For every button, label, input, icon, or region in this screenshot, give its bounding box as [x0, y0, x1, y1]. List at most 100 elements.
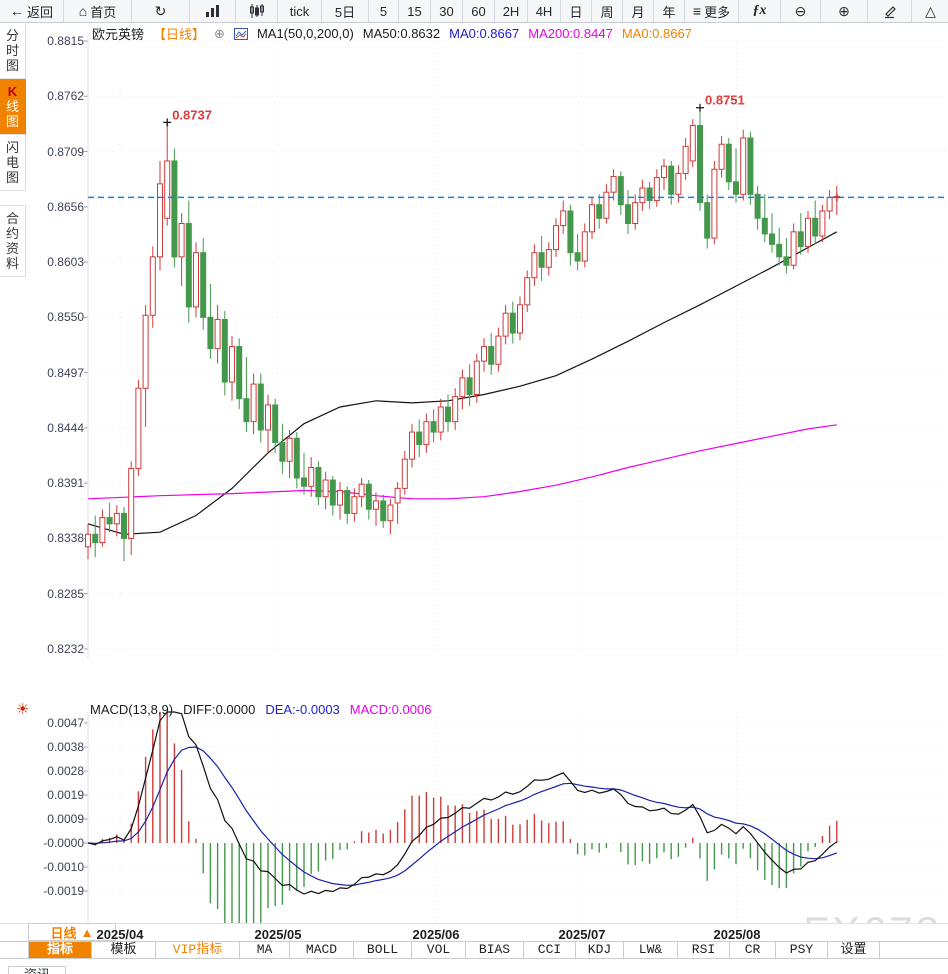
sidebar-item-闪电图[interactable]: 闪 电 图: [0, 135, 26, 191]
toolbar-btn-label: 60: [471, 3, 486, 19]
fx-icon: ƒx: [752, 3, 767, 18]
toolbar-btn-tick[interactable]: tick: [278, 0, 322, 22]
toolbar-btn-2H[interactable]: 2H: [495, 0, 528, 22]
tab-CR[interactable]: CR: [730, 942, 776, 958]
toolbar-btn-label: 首页: [90, 4, 117, 20]
svg-text:0.8737: 0.8737: [172, 107, 212, 122]
tab-KDJ[interactable]: KDJ: [576, 942, 624, 958]
price-axis-label: 0.8444: [47, 420, 84, 435]
refresh-icon: ↻: [154, 3, 167, 19]
toolbar-btn-5日[interactable]: 5日: [322, 0, 369, 22]
macd-settings-icon[interactable]: ☀: [16, 701, 30, 718]
price-axis-label: 0.8391: [47, 476, 84, 491]
ma200-value: MA200:0.8447: [528, 26, 613, 41]
chart-legend: 欧元英镑 【日线】 ⊕ MA1(50,0,200,0) MA50:0.8632 …: [92, 25, 692, 43]
toolbar-btn-label: 5日: [334, 4, 356, 20]
toolbar-btn-home[interactable]: ⌂ 首页: [64, 0, 132, 22]
price-axis-label: 0.8232: [47, 641, 84, 656]
macd-axis-label: -0.0010: [43, 860, 84, 874]
macd-axis-label: -0.0000: [43, 836, 84, 850]
toolbar-btn-menu[interactable]: ≡ 更多: [685, 0, 739, 22]
ma-config: MA1(50,0,200,0): [256, 26, 354, 41]
toolbar-btn-30[interactable]: 30: [431, 0, 463, 22]
indicator-tabbar: 指标 模板 VIP指标 MA MACD BOLL VOL BIAS CCI KDJ LW& RSI CR…: [0, 941, 948, 959]
tab-MA[interactable]: MA: [240, 942, 290, 958]
tab-LW&[interactable]: LW&: [624, 942, 678, 958]
month-label: 2025/06: [412, 927, 460, 942]
tab-指标[interactable]: 指标: [28, 942, 92, 958]
zoom-in-icon: ⊕: [838, 3, 850, 19]
top-toolbar: ← 返回 ⌂ 首页 ↻ tick 5日 5 15 30 60 2H 4H 日周月年 ≡ 更多 ƒx ⊖ ⊕ △: [0, 0, 948, 23]
price-axis-label: 0.8815: [47, 34, 84, 48]
toolbar-btn-周[interactable]: 周: [592, 0, 623, 22]
toolbar-btn-15[interactable]: 15: [399, 0, 431, 22]
toolbar-btn-日[interactable]: 日: [561, 0, 592, 22]
macd-dea-value: DEA:-0.0003: [265, 702, 340, 717]
tab-BIAS[interactable]: BIAS: [466, 942, 524, 958]
toolbar-btn-label: 返回: [26, 4, 53, 20]
date-axis-row: [0, 923, 948, 942]
toolbar-btn-pencil[interactable]: [868, 0, 912, 22]
tab-VOL[interactable]: VOL: [412, 942, 466, 958]
mini-chart-icon: [233, 27, 248, 40]
toolbar-btn-candles[interactable]: [236, 0, 278, 22]
macd-macd-value: MACD:0.0006: [349, 702, 432, 717]
sidebar-item-分时图[interactable]: 分 时 图: [0, 23, 26, 79]
toolbar-btn-label: 更多: [704, 4, 731, 20]
candles-icon: [249, 4, 265, 18]
toolbar-btn-zoom-out[interactable]: ⊖: [781, 0, 821, 22]
price-axis-label: 0.8285: [47, 586, 84, 601]
tab-PSY[interactable]: PSY: [776, 942, 828, 958]
price-axis-label: 0.8709: [47, 144, 84, 159]
toolbar-btn-60[interactable]: 60: [463, 0, 495, 22]
tab-设置[interactable]: 设置: [828, 942, 880, 958]
bar-chart-icon: [205, 4, 220, 18]
toolbar-btn-refresh[interactable]: ↻: [132, 0, 190, 22]
month-label: 2025/04: [96, 927, 144, 942]
month-label: 2025/07: [558, 927, 606, 942]
price-axis-label: 0.8497: [47, 365, 84, 380]
macd-axis-label: 0.0038: [47, 740, 84, 754]
toolbar-btn-label: 月: [631, 4, 645, 20]
tab-模板[interactable]: 模板: [92, 942, 156, 958]
price-axis-label: 0.8338: [47, 531, 84, 546]
price-axis-label: 0.8550: [47, 310, 84, 325]
sidebar-item-合约资料[interactable]: 合 约 资 料: [0, 205, 26, 277]
tab-MACD[interactable]: MACD: [290, 942, 354, 958]
toolbar-btn-5[interactable]: 5: [369, 0, 399, 22]
toolbar-btn-zoom-in[interactable]: ⊕: [821, 0, 868, 22]
triangle-icon: △: [925, 3, 936, 19]
macd-diff-value: DIFF:0.0000: [183, 702, 256, 717]
back-icon: ←: [9, 3, 24, 19]
price-axis-label: 0.8762: [47, 89, 84, 104]
tab-CCI[interactable]: CCI: [524, 942, 576, 958]
toolbar-btn-label: 日: [569, 4, 583, 20]
pencil-icon: [882, 4, 897, 19]
tab-BOLL[interactable]: BOLL: [354, 942, 412, 958]
toolbar-btn-4H[interactable]: 4H: [528, 0, 561, 22]
sidebar-item-K线图[interactable]: K 线 图: [0, 79, 26, 135]
tab-news-partial[interactable]: 资讯: [8, 966, 66, 974]
toolbar-btn-fx[interactable]: ƒx: [739, 0, 781, 22]
toolbar-btn-bar-chart[interactable]: [190, 0, 236, 22]
month-label: 2025/08: [713, 927, 761, 942]
toolbar-btn-triangle[interactable]: △: [912, 0, 948, 22]
macd-axis-label: -0.0019: [43, 884, 84, 898]
toolbar-btn-年[interactable]: 年: [654, 0, 685, 22]
toolbar-btn-label: 15: [407, 3, 422, 19]
macd-axis-label: 0.0047: [47, 716, 84, 730]
period-selector[interactable]: 日线 ▲: [28, 923, 116, 941]
toolbar-btn-label: 2H: [502, 3, 520, 19]
macd-axis-label: 0.0009: [47, 812, 84, 826]
toolbar-btn-label: tick: [289, 3, 310, 19]
tab-RSI[interactable]: RSI: [678, 942, 730, 958]
macd-axis-label: 0.0019: [47, 788, 84, 802]
price-axis-label: 0.8603: [47, 255, 84, 270]
toolbar-btn-back[interactable]: ← 返回: [0, 0, 64, 22]
tab-VIP指标[interactable]: VIP指标: [156, 942, 240, 958]
add-indicator-icon[interactable]: ⊕: [214, 25, 225, 41]
toolbar-btn-label: 周: [600, 4, 614, 20]
toolbar-btn-月[interactable]: 月: [623, 0, 654, 22]
